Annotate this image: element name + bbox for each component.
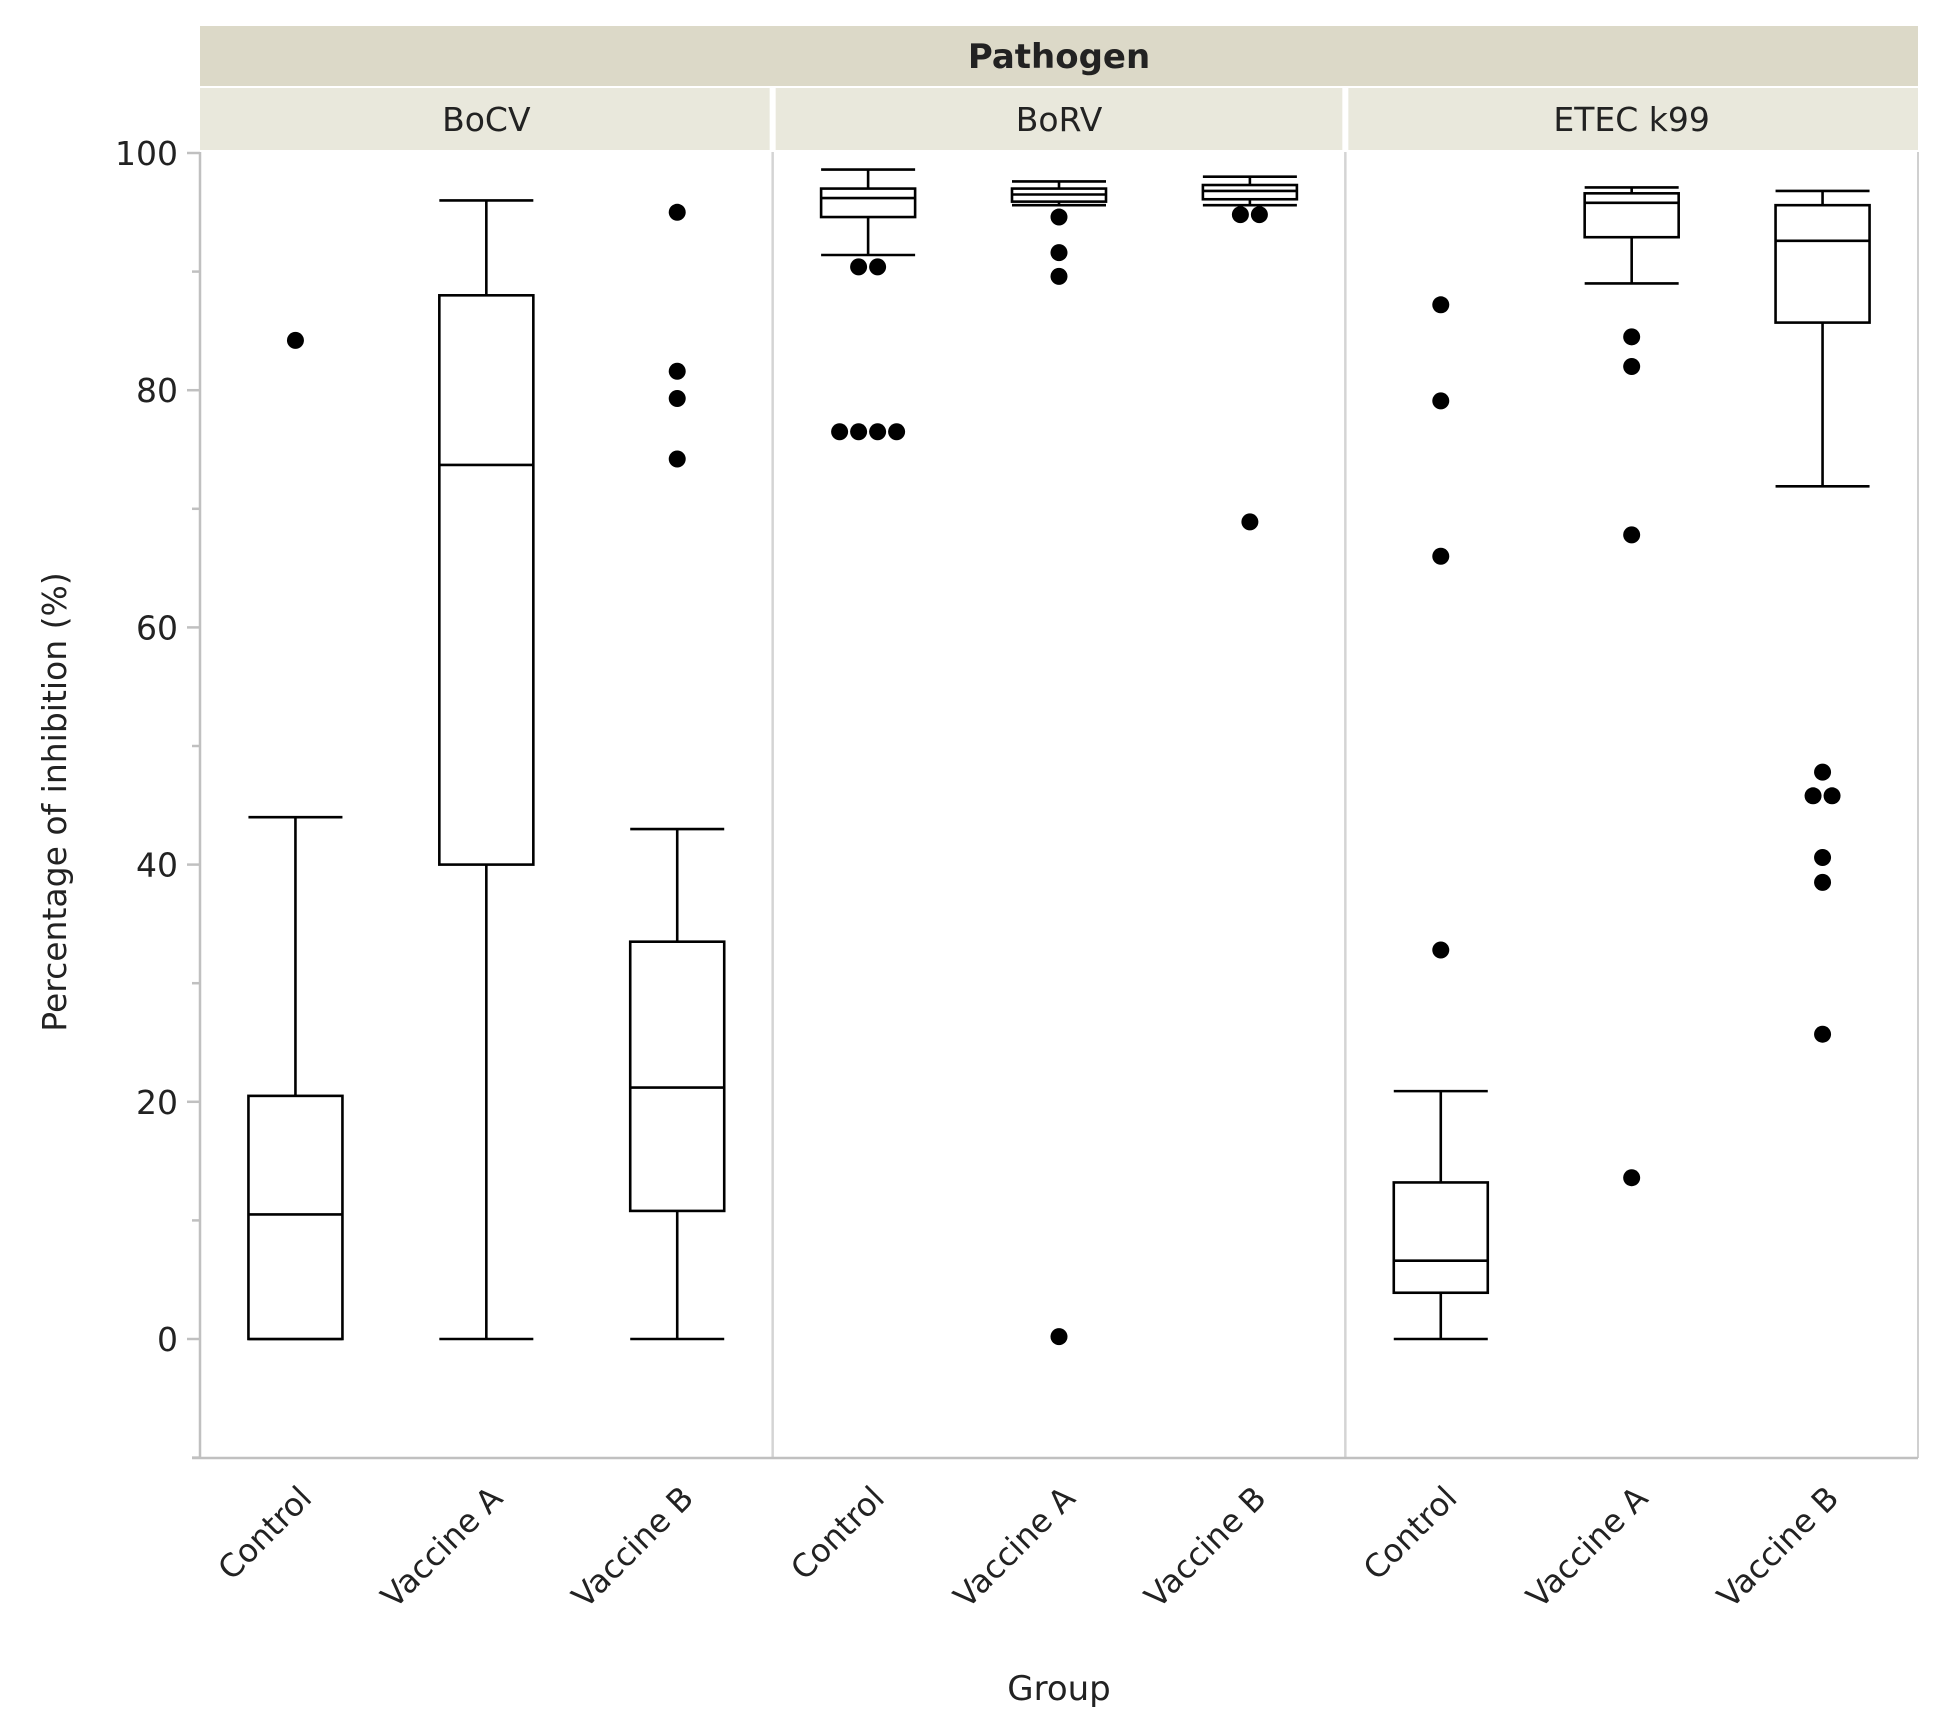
outlier-point-2-2-2	[1823, 787, 1841, 805]
panel-title-2: ETEC k99	[1553, 100, 1710, 139]
panel-strip-1	[775, 88, 1343, 150]
box-0-1	[438, 294, 535, 866]
outlier-point-2-0-3	[1432, 941, 1450, 959]
panel-strip-0	[200, 88, 770, 150]
outlier-point-1-0-5	[888, 423, 906, 441]
panel-strip-2	[1348, 88, 1918, 150]
x-axis-label: Group	[1007, 1669, 1111, 1709]
outlier-point-2-2-5	[1814, 1025, 1832, 1043]
panel-title-0: BoCV	[442, 100, 531, 139]
outlier-point-2-0-0	[1432, 296, 1450, 314]
outlier-point-1-0-2	[831, 423, 849, 441]
y-tick-label-0: 0	[157, 1320, 178, 1359]
outlier-point-0-2-2	[668, 390, 686, 408]
outlier-point-2-1-1	[1623, 357, 1641, 375]
box-1-0	[819, 187, 917, 219]
outlier-point-1-0-4	[869, 423, 887, 441]
outlier-point-2-2-0	[1814, 763, 1832, 781]
outlier-point-2-1-0	[1623, 328, 1641, 346]
outlier-point-0-2-0	[668, 203, 686, 221]
title-strip	[200, 26, 1918, 86]
outlier-point-0-2-3	[668, 450, 686, 468]
outlier-point-2-1-2	[1623, 526, 1641, 544]
outlier-point-1-0-3	[850, 423, 868, 441]
y-tick-label-80: 80	[136, 371, 178, 410]
outlier-point-2-0-1	[1432, 392, 1450, 410]
outlier-point-1-2-2	[1241, 513, 1259, 531]
outlier-point-1-1-2	[1050, 267, 1068, 285]
y-tick-label-40: 40	[136, 846, 178, 885]
outlier-point-1-0-1	[869, 258, 887, 276]
outlier-point-2-2-3	[1814, 848, 1832, 866]
plot-area	[192, 152, 1919, 1460]
outlier-point-2-0-2	[1432, 547, 1450, 565]
box-2-0	[1392, 1181, 1490, 1295]
chart-title: Pathogen	[968, 37, 1150, 77]
outlier-point-2-2-4	[1814, 873, 1832, 891]
facet-strips: Pathogen BoCV BoRV ETEC k99	[200, 26, 1918, 150]
y-tick-label-100: 100	[115, 134, 178, 173]
y-tick-label-60: 60	[136, 608, 178, 647]
outlier-point-2-2-1	[1804, 787, 1822, 805]
outlier-point-1-2-1	[1250, 206, 1268, 224]
outlier-point-1-1-1	[1050, 244, 1068, 262]
outlier-point-0-2-1	[668, 362, 686, 380]
outlier-point-1-0-0	[850, 258, 868, 276]
outlier-point-1-2-0	[1231, 206, 1249, 224]
box-2-1	[1583, 192, 1680, 239]
panel-title-1: BoRV	[1016, 100, 1103, 139]
outlier-point-1-1-3	[1050, 1328, 1068, 1346]
outlier-point-2-1-3	[1623, 1169, 1641, 1187]
y-axis: Percentage of inhibition (%) 0 20 40 60 80 10…	[35, 134, 200, 1459]
outlier-point-1-1-0	[1050, 208, 1068, 226]
y-axis-label: Percentage of inhibition (%)	[35, 572, 74, 1032]
outlier-point-0-0-0	[286, 331, 304, 349]
box-0-0	[247, 1094, 344, 1341]
box-0-2	[628, 940, 726, 1213]
box-2-2	[1774, 203, 1871, 324]
y-tick-label-20: 20	[136, 1083, 178, 1122]
